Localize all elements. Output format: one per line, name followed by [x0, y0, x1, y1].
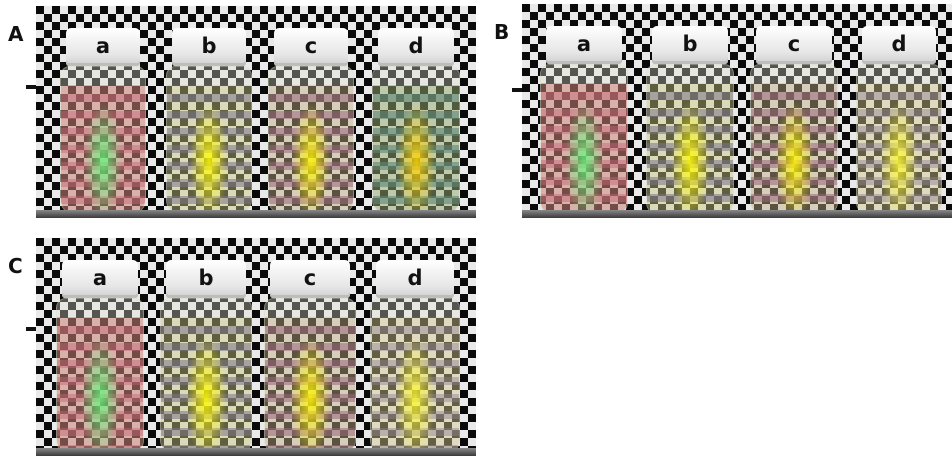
panel-letter: B	[494, 20, 510, 44]
vial: b	[160, 260, 252, 454]
vial: b	[166, 28, 252, 214]
panel-letter: C	[8, 254, 23, 278]
vial-label: a	[576, 32, 592, 56]
vial: d	[370, 260, 460, 454]
vial-label: d	[407, 266, 423, 290]
vial: c	[268, 28, 354, 214]
vial-photo-c: a b c d	[36, 238, 476, 456]
vial: c	[750, 26, 838, 216]
vial: d	[856, 26, 942, 216]
vial: a	[540, 26, 628, 216]
vial: a	[60, 28, 146, 214]
vial-label: b	[198, 266, 214, 290]
vial: b	[646, 26, 734, 216]
vial: a	[56, 260, 144, 454]
vial-label: b	[682, 32, 698, 56]
vial-label: c	[304, 34, 318, 58]
vial-photo-a: a b c d	[36, 6, 476, 218]
vial-label: b	[201, 34, 217, 58]
vial-label: c	[303, 266, 317, 290]
panel-letter: A	[8, 22, 24, 46]
vial-label: a	[95, 34, 111, 58]
vial-photo-b: a b c d	[522, 4, 952, 218]
vial-label: d	[891, 32, 907, 56]
vial-label: d	[408, 34, 424, 58]
vial: c	[264, 260, 356, 454]
vial: d	[372, 28, 460, 214]
vial-label: c	[787, 32, 801, 56]
vial-label: a	[92, 266, 108, 290]
